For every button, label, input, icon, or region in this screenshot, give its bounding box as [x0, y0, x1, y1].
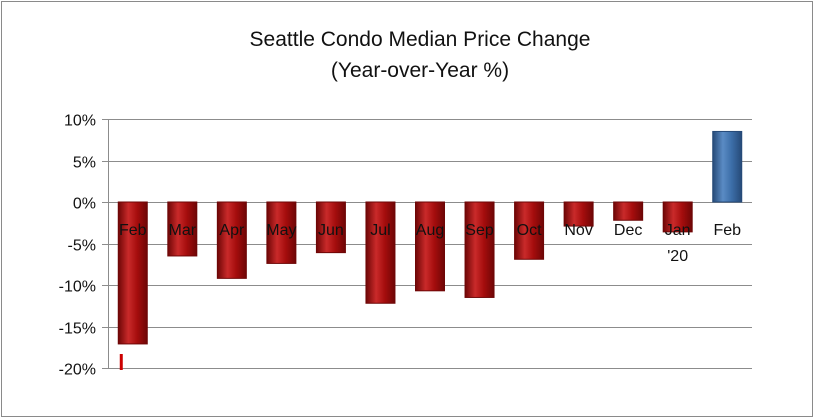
x-category-label: Jul [370, 222, 390, 239]
y-tick-label: -5% [68, 238, 96, 255]
x-category-sublabel: '20 [667, 248, 688, 265]
bar [167, 201, 198, 257]
x-category-label: Mar [169, 222, 197, 239]
y-tick-label: -15% [59, 321, 96, 338]
labels-layer: 10% 5% 0% -5% -10% -15% -20% Feb Mar Apr May Jun Jul… [59, 113, 741, 379]
bars-layer [117, 130, 743, 345]
bar [415, 201, 445, 292]
y-tick-label: 10% [64, 113, 96, 130]
x-category-label: Jun [318, 222, 344, 239]
bar [266, 201, 297, 264]
bar [563, 201, 594, 227]
y-tick-label: -10% [59, 279, 96, 296]
bar [117, 201, 148, 345]
bar [365, 201, 396, 304]
x-category-label: May [266, 222, 296, 239]
x-category-label: Feb [713, 222, 741, 239]
x-category-label: Feb [119, 222, 147, 239]
bar [216, 201, 247, 279]
y-tick-label: -20% [59, 362, 96, 379]
x-category-label: Aug [416, 222, 444, 239]
y-tick-label: 0% [73, 196, 96, 213]
bar [712, 130, 743, 203]
x-category-label: Sep [465, 222, 494, 239]
x-category-label: Apr [219, 222, 245, 239]
bar [464, 201, 495, 298]
bar [315, 201, 346, 254]
bar [514, 201, 545, 260]
x-category-label: Nov [564, 222, 592, 239]
bar [613, 201, 644, 221]
chart-title: Seattle Condo Median Price Change [250, 28, 591, 51]
x-category-label: Jan [665, 222, 691, 239]
axis-layer [102, 119, 123, 370]
x-category-label: Oct [517, 222, 542, 239]
chart-subtitle: (Year-over-Year %) [331, 59, 509, 82]
bar [662, 201, 693, 233]
y-tick-label: 5% [73, 155, 96, 172]
x-category-label: Dec [614, 222, 642, 239]
